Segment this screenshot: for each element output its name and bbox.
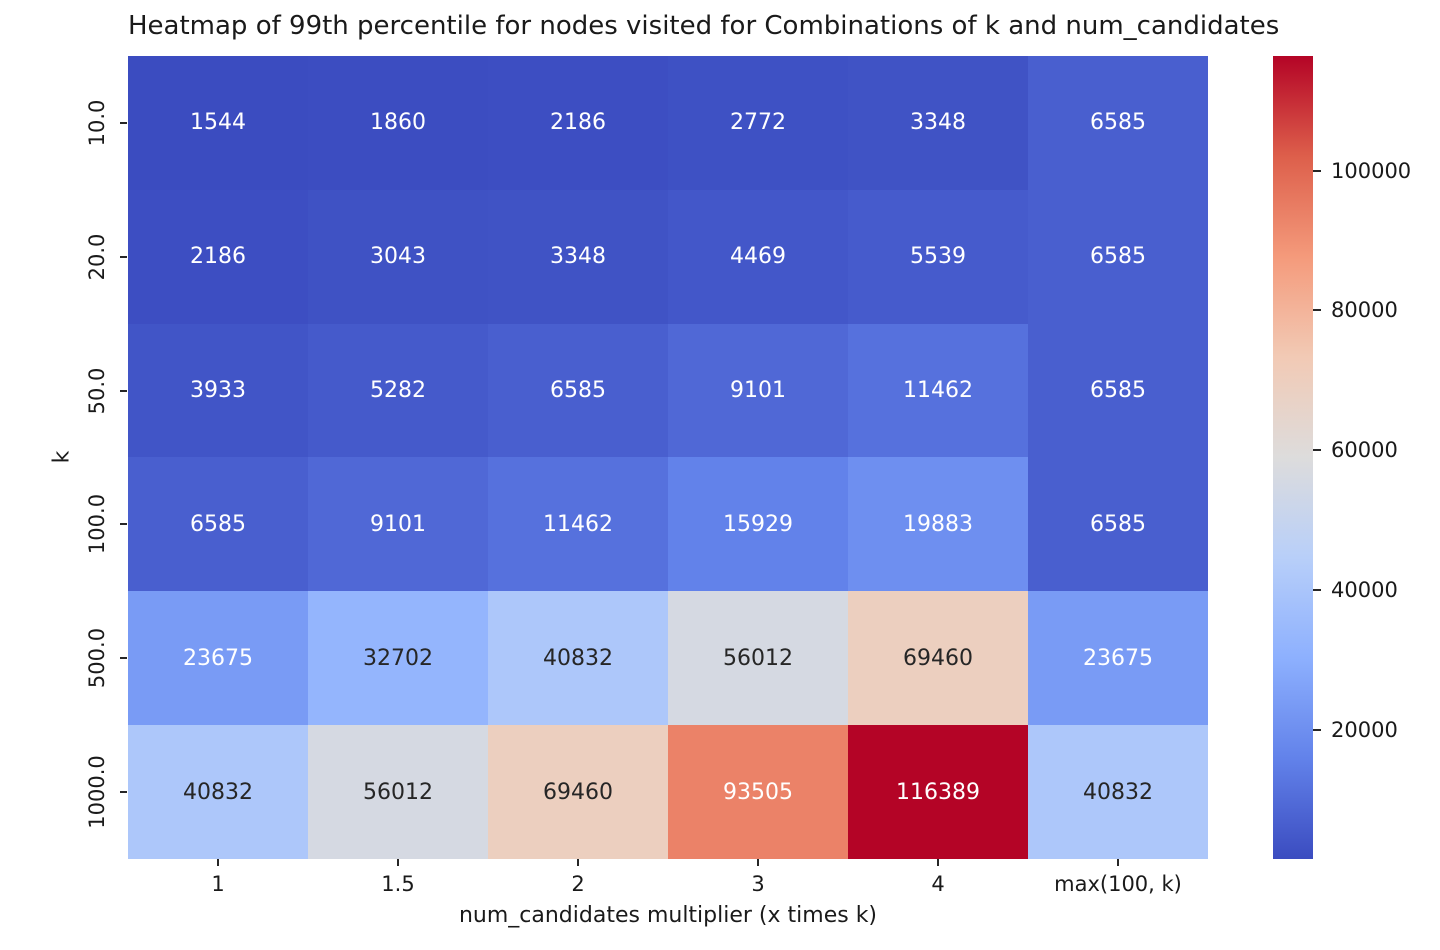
heatmap-cell: 6585 [488, 323, 668, 458]
colorbar [1273, 56, 1313, 859]
heatmap-cell: 5282 [308, 323, 488, 458]
x-tick-label: 3 [751, 872, 765, 896]
x-tick-mark [217, 859, 219, 866]
colorbar-tick-label: 40000 [1331, 578, 1398, 603]
y-tick-label-text: 500.0 [85, 628, 109, 689]
heatmap-cell: 3043 [308, 189, 488, 324]
y-axis-label-text: k [49, 450, 75, 464]
colorbar-tick-mark [1313, 728, 1321, 731]
y-tick-label-text: 10.0 [85, 99, 109, 147]
heatmap-cell: 3348 [488, 189, 668, 324]
colorbar-tick-mark [1313, 309, 1321, 312]
heatmap-cell: 2186 [488, 56, 668, 190]
x-tick-label: 2 [571, 872, 585, 896]
heatmap-cell: 69460 [488, 725, 668, 859]
heatmap-cell: 11462 [488, 457, 668, 592]
y-tick-mark [120, 389, 127, 392]
heatmap-cell: 23675 [128, 591, 308, 726]
heatmap-cell: 56012 [668, 591, 848, 726]
x-tick-label: 4 [931, 872, 945, 896]
heatmap-cell: 9101 [668, 323, 848, 458]
y-tick-mark [120, 657, 127, 660]
heatmap-cell: 11462 [848, 323, 1028, 458]
x-tick-mark [397, 859, 399, 866]
colorbar-tick-label: 100000 [1331, 158, 1412, 183]
heatmap-cell: 6585 [1028, 189, 1208, 324]
heatmap-cell: 15929 [668, 457, 848, 592]
heatmap-cell: 6585 [128, 457, 308, 592]
y-tick-mark [120, 121, 127, 124]
heatmap-cell: 32702 [308, 591, 488, 726]
heatmap-cell: 2186 [128, 189, 308, 324]
y-tick-label-text: 1000.0 [85, 755, 109, 829]
heatmap-cell: 69460 [848, 591, 1028, 726]
y-tick-mark [120, 523, 127, 526]
colorbar-tick-label: 20000 [1331, 717, 1398, 742]
heatmap-cell: 56012 [308, 725, 488, 859]
x-tick-label: 1.5 [381, 872, 415, 896]
heatmap-cell: 1544 [128, 56, 308, 190]
x-tick-label: 1 [211, 872, 225, 896]
heatmap-cell: 3933 [128, 323, 308, 458]
x-tick-mark [937, 859, 939, 866]
heatmap-cell: 2772 [668, 56, 848, 190]
colorbar-tick-label: 80000 [1331, 298, 1398, 323]
colorbar-tick-mark [1313, 589, 1321, 592]
heatmap-grid: 1544 1860 2186 2772 3348 6585 2186 3043 3348 4469… [128, 56, 1208, 859]
heatmap-cell: 4469 [668, 189, 848, 324]
x-tick-mark [757, 859, 759, 866]
colorbar-tick-label: 60000 [1331, 438, 1398, 463]
y-tick-label-text: 100.0 [85, 494, 109, 555]
heatmap-cell: 5539 [848, 189, 1028, 324]
y-tick-mark [120, 791, 127, 794]
heatmap-cell: 3348 [848, 56, 1028, 190]
heatmap-cell: 23675 [1028, 591, 1208, 726]
heatmap-cell: 40832 [128, 725, 308, 859]
heatmap-cell: 6585 [1028, 457, 1208, 592]
x-tick-label: max(100, k) [1054, 872, 1182, 896]
heatmap-cell: 6585 [1028, 323, 1208, 458]
heatmap-cell: 40832 [1028, 725, 1208, 859]
y-tick-label-text: 20.0 [85, 233, 109, 281]
heatmap-cell: 19883 [848, 457, 1028, 592]
heatmap-cell: 9101 [308, 457, 488, 592]
colorbar-tick-mark [1313, 169, 1321, 172]
chart-title: Heatmap of 99th percentile for nodes vis… [128, 11, 1280, 41]
y-tick-label-text: 50.0 [85, 367, 109, 414]
heatmap-cell: 40832 [488, 591, 668, 726]
heatmap-cell: 93505 [668, 725, 848, 859]
heatmap-cell: 116389 [848, 725, 1028, 859]
x-axis-label: num_candidates multiplier (x times k) [458, 903, 878, 928]
colorbar-tick-mark [1313, 449, 1321, 452]
heatmap-cell: 1860 [308, 56, 488, 190]
x-tick-mark [577, 859, 579, 866]
y-tick-mark [120, 255, 127, 258]
x-tick-mark [1117, 859, 1119, 866]
heatmap-cell: 6585 [1028, 56, 1208, 190]
